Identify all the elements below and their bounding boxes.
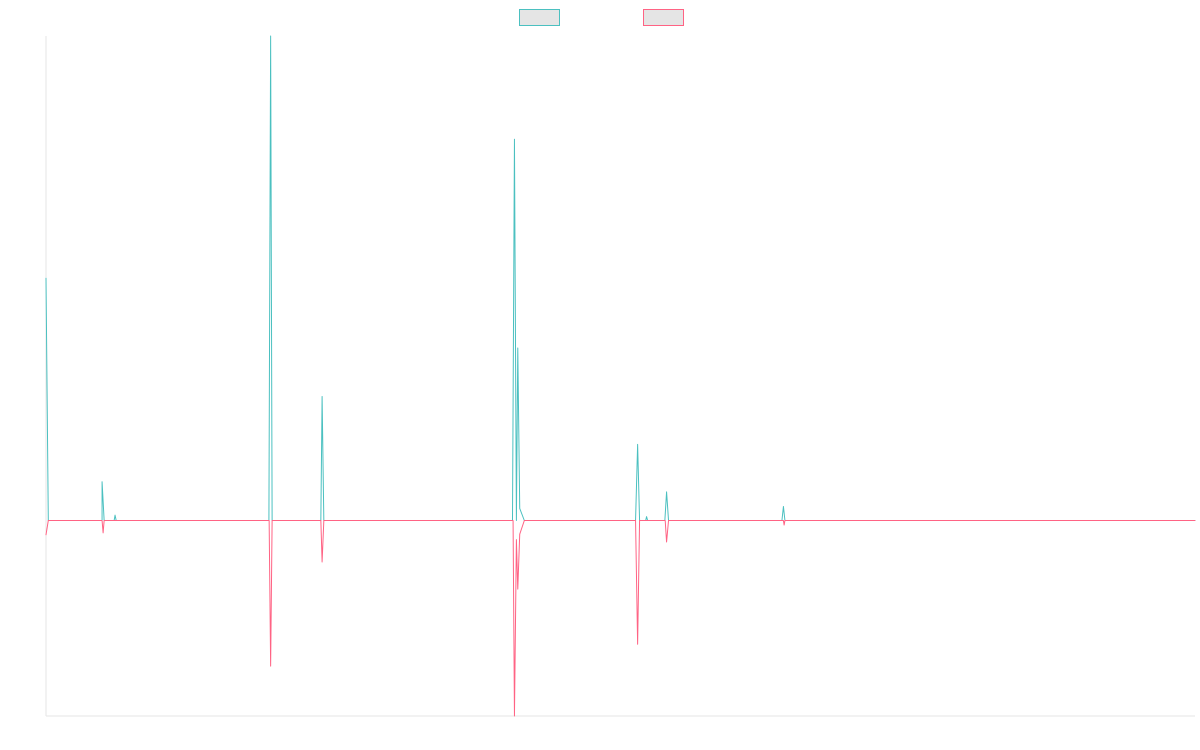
legend (519, 9, 684, 26)
legend-swatch-1[interactable] (519, 9, 560, 26)
legend-swatch-2[interactable] (643, 9, 684, 26)
series-line-2 (45, 520, 1196, 717)
series-group (45, 35, 1196, 717)
series-line-1 (45, 35, 1196, 521)
